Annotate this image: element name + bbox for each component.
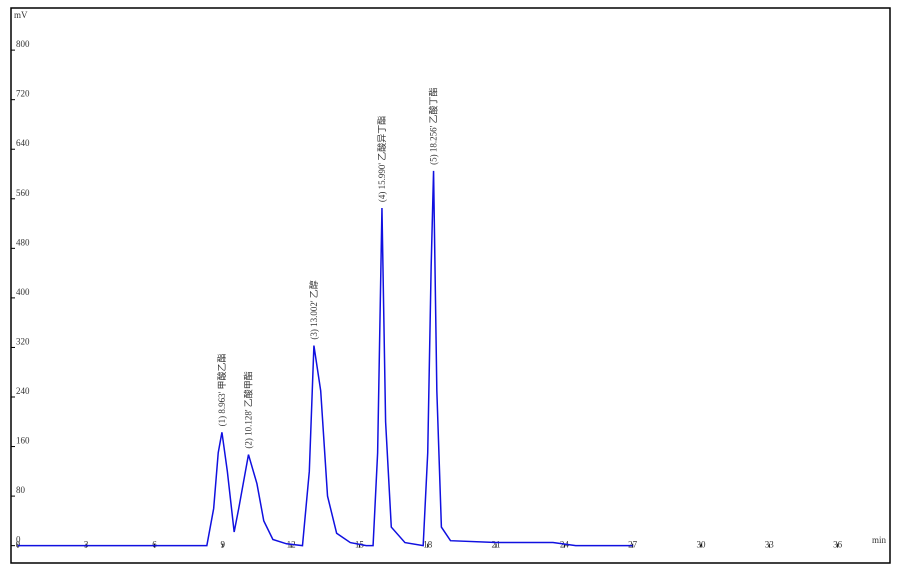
- plot-frame: [10, 7, 891, 564]
- x-tick-label: 6: [152, 540, 157, 550]
- y-tick-label: 640: [16, 138, 30, 148]
- x-tick-label: 9: [221, 540, 226, 550]
- x-tick-label: 3: [84, 540, 89, 550]
- x-tick-label: 0: [16, 540, 21, 550]
- x-tick-label: 21: [492, 540, 501, 550]
- x-axis-label: min: [872, 535, 887, 545]
- y-tick-label: 80: [16, 485, 26, 495]
- x-tick-label: 18: [423, 540, 433, 550]
- y-tick-label: 320: [16, 336, 30, 346]
- y-tick-label: 480: [16, 237, 30, 247]
- y-tick-label: 400: [16, 287, 30, 297]
- peak-label: (4) 15.990' 乙酸异丁酯: [377, 116, 387, 202]
- x-tick-label: 27: [628, 540, 638, 550]
- y-tick-label: 560: [16, 188, 30, 198]
- y-tick-label: 240: [16, 386, 30, 396]
- y-axis-label: mV: [14, 10, 28, 20]
- peak-label: (1) 8.963' 甲酸乙酯: [217, 353, 227, 426]
- y-tick-label: 720: [16, 89, 30, 99]
- x-tick-label: 33: [765, 540, 775, 550]
- peak-label: (5) 18.256' 乙酸丁酯: [429, 88, 439, 165]
- x-tick-label: 36: [833, 540, 843, 550]
- y-tick-label: 800: [16, 39, 30, 49]
- signal-line: [17, 170, 633, 547]
- x-tick-label: 30: [696, 540, 706, 550]
- peak-label: (3) 13.002' 乙醇: [308, 280, 319, 339]
- y-tick-label: 160: [16, 436, 30, 446]
- y-tick-label: 0: [16, 535, 21, 545]
- peak-label: (2) 10.128' 乙酸甲酯: [243, 371, 253, 448]
